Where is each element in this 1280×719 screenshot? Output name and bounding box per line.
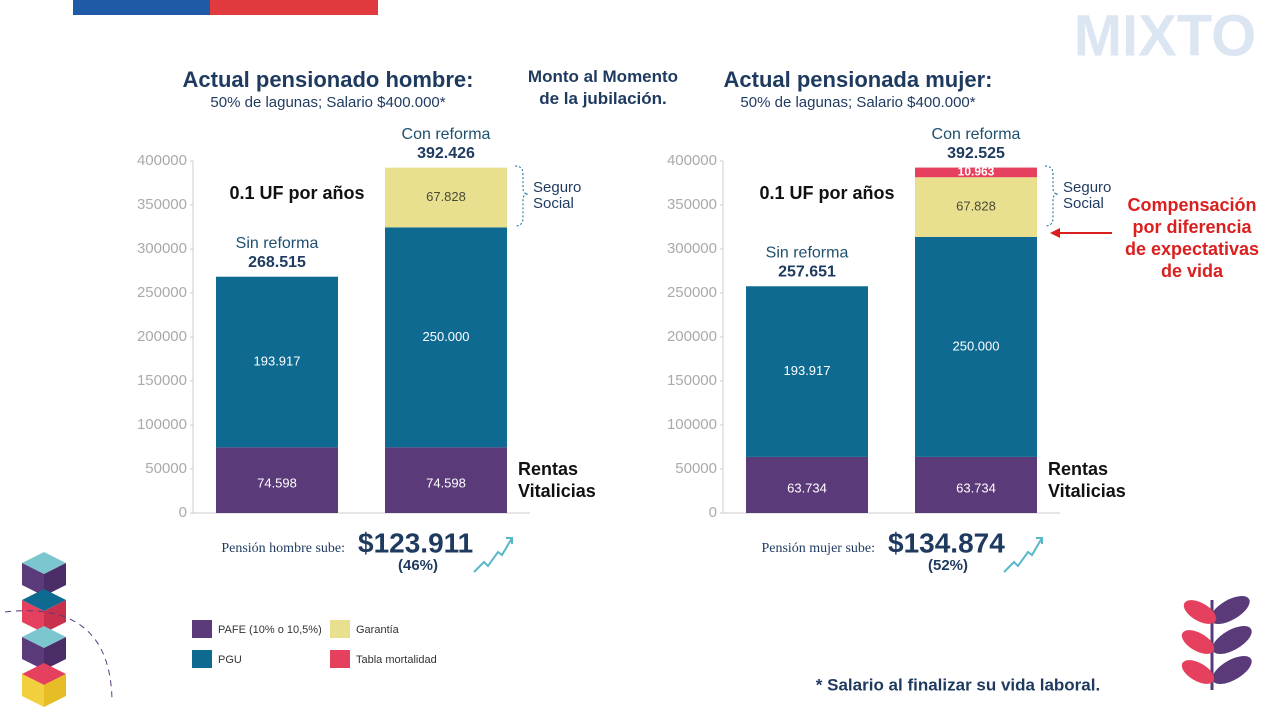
- y-tick-label: 0: [709, 504, 717, 521]
- legend-label: Garantía: [356, 624, 400, 636]
- value-label: 250.000: [953, 338, 1000, 353]
- trend-icon: [473, 537, 513, 573]
- bar-segment: PAFE (10% o 10,5%): [915, 456, 1037, 513]
- legend-label: PGU: [218, 654, 242, 666]
- annotation-uf: 0.1 UF por años: [229, 183, 364, 203]
- y-tick-label: 250000: [667, 284, 717, 301]
- annotation-compensacion: de vida: [1161, 261, 1224, 281]
- center-note: Monto al Momento de la jubilación.: [528, 67, 678, 108]
- total-label: 392.426: [417, 145, 475, 162]
- flag-blue: [73, 0, 210, 15]
- summary-percent: (52%): [928, 557, 968, 574]
- annotation-seguro: Social: [533, 195, 574, 212]
- flag-red: [210, 0, 378, 15]
- summary-amount: $134.874: [888, 527, 1005, 558]
- legend-label: Tabla mortalidad: [356, 654, 437, 666]
- total-label: 268.515: [248, 254, 306, 271]
- annotation-arrowhead: [1050, 228, 1060, 238]
- y-tick-label: 150000: [667, 372, 717, 389]
- trend-icon: [1003, 537, 1043, 573]
- summary-label: Pensión hombre sube:: [221, 541, 345, 556]
- category-label: Sin reforma: [766, 244, 849, 261]
- y-tick-label: 300000: [137, 240, 187, 257]
- bar-segment: PGU: [915, 236, 1037, 457]
- chart-subtitle: 50% de lagunas; Salario $400.000*: [210, 94, 445, 111]
- bar-segment: Garantía: [915, 177, 1037, 237]
- y-tick-label: 350000: [667, 196, 717, 213]
- annotation-compensacion: Compensación: [1127, 195, 1256, 215]
- y-tick-label: 200000: [137, 328, 187, 345]
- decor-leaves: [1181, 596, 1252, 690]
- value-label: 193.917: [254, 353, 301, 368]
- value-label: 67.828: [426, 189, 466, 204]
- legend-swatch: [330, 650, 350, 668]
- y-tick-label: 150000: [137, 372, 187, 389]
- bar-segment: PAFE (10% o 10,5%): [746, 456, 868, 513]
- chart-title: Actual pensionado hombre:: [183, 67, 474, 92]
- legend-label: PAFE (10% o 10,5%): [218, 624, 322, 636]
- annotation-rentas: Rentas: [518, 459, 578, 479]
- y-tick-label: 50000: [145, 460, 187, 477]
- value-label: 74.598: [426, 476, 466, 491]
- total-label: 392.525: [947, 145, 1005, 162]
- category-label: Sin reforma: [236, 235, 319, 252]
- annotation-seguro: Seguro: [533, 179, 581, 196]
- annotation-rentas: Vitalicias: [518, 481, 596, 501]
- total-label: 257.651: [778, 263, 836, 280]
- category-label: Con reforma: [932, 126, 1021, 143]
- y-tick-label: 350000: [137, 196, 187, 213]
- value-label: 250.000: [423, 329, 470, 344]
- bar-segment: Garantía: [385, 167, 507, 228]
- y-tick-label: 200000: [667, 328, 717, 345]
- summary-amount: $123.911: [358, 527, 473, 558]
- annotation-rentas: Vitalicias: [1048, 481, 1126, 501]
- value-label: 193.917: [784, 363, 831, 378]
- value-label: 63.734: [956, 480, 996, 495]
- y-tick-label: 400000: [667, 152, 717, 169]
- legend-swatch: [192, 620, 212, 638]
- category-label: Con reforma: [402, 126, 491, 143]
- bar-segment: PGU: [385, 227, 507, 448]
- bar-segment: PGU: [216, 276, 338, 448]
- bar-segment: PGU: [746, 286, 868, 457]
- y-tick-label: 0: [179, 504, 187, 521]
- legend-swatch: [330, 620, 350, 638]
- annotation-compensacion: por diferencia: [1132, 217, 1252, 237]
- value-label: 10.963: [958, 165, 995, 179]
- y-tick-label: 250000: [137, 284, 187, 301]
- summary-label: Pensión mujer sube:: [761, 541, 875, 556]
- y-tick-label: 100000: [137, 416, 187, 433]
- y-tick-label: 300000: [667, 240, 717, 257]
- bracket: [514, 165, 529, 227]
- y-tick-label: 100000: [667, 416, 717, 433]
- logo: MIXTO: [1074, 3, 1257, 68]
- annotation-rentas: Rentas: [1048, 459, 1108, 479]
- annotation-compensacion: de expectativas: [1125, 239, 1259, 259]
- y-tick-label: 50000: [675, 460, 717, 477]
- annotation-uf: 0.1 UF por años: [759, 183, 894, 203]
- summary-percent: (46%): [398, 557, 438, 574]
- value-label: 63.734: [787, 480, 827, 495]
- bar-segment: Tabla mortalidad: [915, 167, 1037, 178]
- decor-cubes: [4, 552, 113, 707]
- value-label: 74.598: [257, 476, 297, 491]
- y-tick-label: 400000: [137, 152, 187, 169]
- bar-segment: PAFE (10% o 10,5%): [216, 447, 338, 513]
- bar-segment: PAFE (10% o 10,5%): [385, 447, 507, 513]
- chart-title: Actual pensionada mujer:: [724, 67, 993, 92]
- footnote: * Salario al finalizar su vida laboral.: [816, 675, 1100, 694]
- annotation-seguro: Social: [1063, 195, 1104, 212]
- value-label: 67.828: [956, 199, 996, 214]
- annotation-seguro: Seguro: [1063, 179, 1111, 196]
- chart-subtitle: 50% de lagunas; Salario $400.000*: [740, 94, 975, 111]
- legend-swatch: [192, 650, 212, 668]
- bracket: [1044, 165, 1059, 227]
